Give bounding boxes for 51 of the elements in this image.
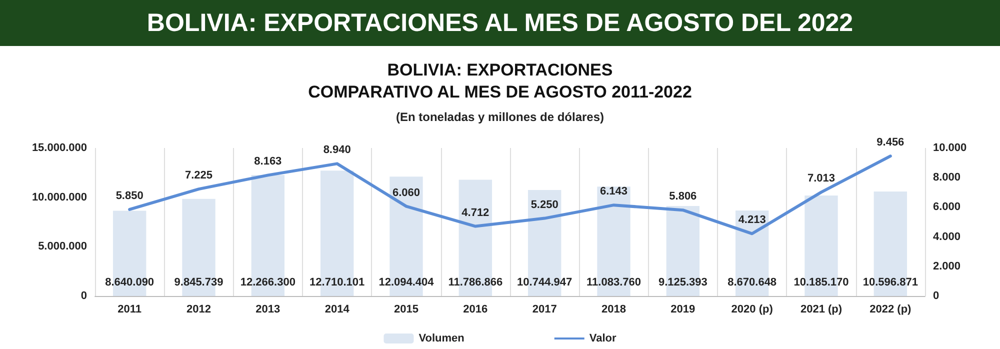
data-label: 8.163 bbox=[254, 156, 282, 168]
y2-tick-label: 6.000 bbox=[933, 201, 961, 214]
data-label: 5.250 bbox=[530, 198, 558, 211]
data-label: 12.710.101 bbox=[310, 276, 365, 288]
data-label: 4.213 bbox=[738, 214, 766, 226]
y2-tick-label: 4.000 bbox=[933, 230, 961, 243]
legend-label: Valor bbox=[589, 332, 617, 344]
data-label: 9.456 bbox=[876, 136, 904, 149]
data-label: 10.744.947 bbox=[517, 276, 572, 288]
x-tick-label: 2016 bbox=[463, 304, 488, 316]
y2-tick-label: 8.000 bbox=[933, 172, 961, 184]
x-tick-label: 2014 bbox=[324, 304, 350, 316]
data-label: 6.060 bbox=[392, 186, 420, 199]
data-label: 7.013 bbox=[807, 172, 836, 185]
x-tick-label: 2011 bbox=[118, 304, 142, 316]
data-label: 9.125.393 bbox=[658, 276, 708, 288]
data-label: 8.640.090 bbox=[105, 276, 154, 288]
data-label: 4.712 bbox=[462, 206, 490, 219]
x-tick-label: 2017 bbox=[532, 304, 557, 316]
legend-label: Volumen bbox=[418, 332, 465, 344]
x-tick-label: 2015 bbox=[394, 304, 418, 316]
data-label: 5.806 bbox=[669, 190, 697, 203]
data-label: 11.786.866 bbox=[448, 276, 503, 288]
y-tick-label: 15.000.000 bbox=[32, 142, 87, 154]
data-label: 8.940 bbox=[323, 144, 351, 156]
x-tick-label: 2020 (p) bbox=[731, 304, 774, 316]
x-tick-label: 2013 bbox=[256, 304, 280, 316]
y-tick-label: 10.000.000 bbox=[32, 191, 87, 204]
chart-subtitle: BOLIVIA: EXPORTACIONES COMPARATIVO AL MES DE AGOSTO 2011-2022 bbox=[308, 60, 692, 102]
x-tick-label: 2019 bbox=[670, 304, 696, 316]
y-tick-label: 0 bbox=[80, 290, 87, 302]
chart-title: BOLIVIA: EXPORTACIONES AL MES DE AGOSTO DEL 2022 bbox=[0, 0, 1000, 46]
x-tick-label: 2018 bbox=[602, 304, 626, 316]
data-label: 12.094.404 bbox=[378, 276, 435, 288]
x-tick-label: 2022 (p) bbox=[870, 304, 912, 316]
data-label: 7.225 bbox=[184, 170, 213, 182]
x-tick-label: 2012 bbox=[186, 304, 211, 316]
y2-tick-label: 10.000 bbox=[933, 142, 967, 154]
data-label: 8.670.648 bbox=[728, 276, 777, 288]
data-label: 5.850 bbox=[116, 190, 144, 202]
data-label: 10.596.871 bbox=[862, 276, 918, 288]
y-tick-label: 5.000.000 bbox=[38, 240, 87, 253]
y2-tick-label: 0 bbox=[933, 290, 940, 302]
text: (En toneladas y millones de dólares) bbox=[396, 110, 604, 124]
data-label: 12.266.300 bbox=[240, 276, 296, 288]
data-label: 11.083.760 bbox=[586, 276, 641, 288]
data-label: 9.845.739 bbox=[174, 276, 224, 288]
y2-tick-label: 2.000 bbox=[933, 260, 961, 272]
data-label: 6.143 bbox=[600, 186, 628, 198]
x-tick-label: 2021 (p) bbox=[800, 304, 842, 316]
data-label: 10.185.170 bbox=[794, 276, 849, 288]
